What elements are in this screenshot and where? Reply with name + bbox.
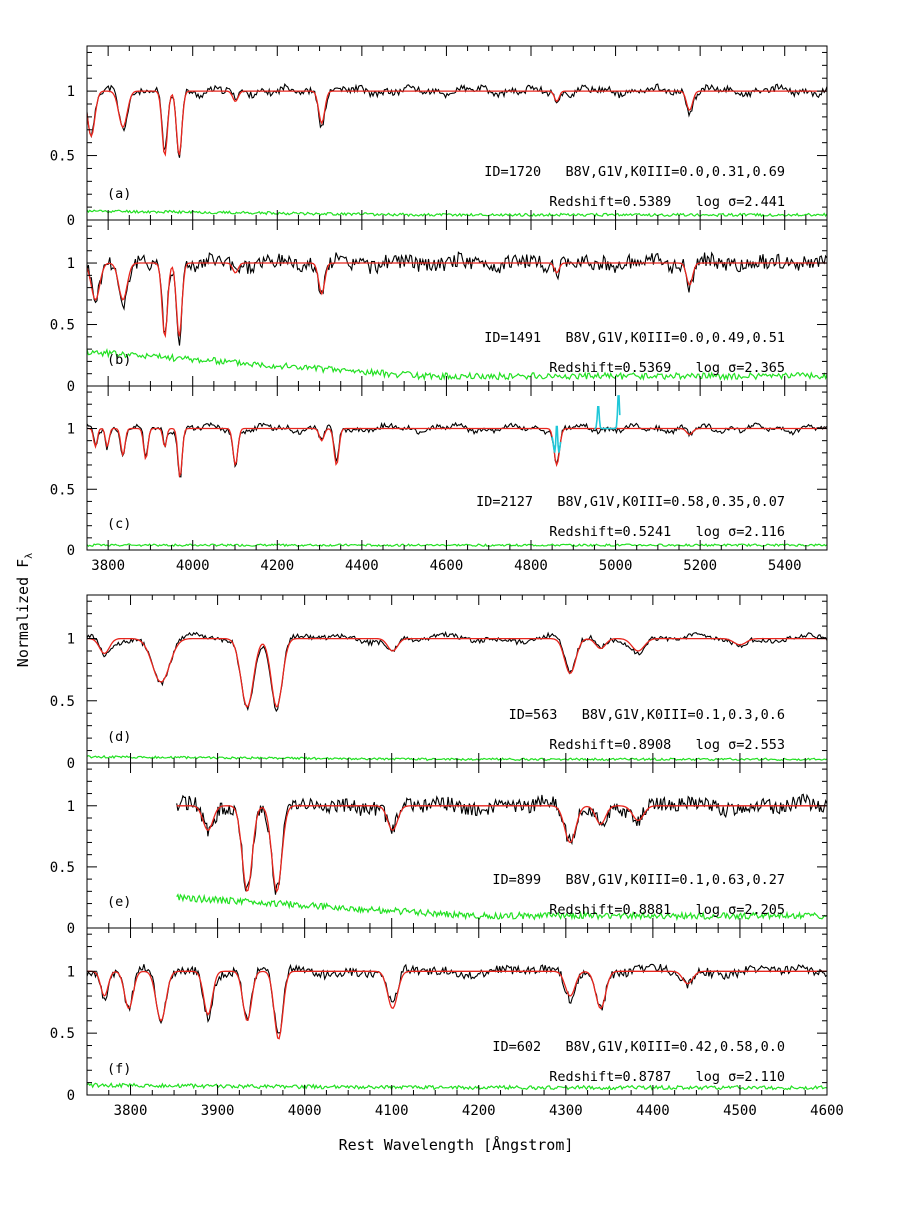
y-axis-title: Normalized Fλ <box>14 553 35 667</box>
model-spectrum-line <box>87 637 827 708</box>
plot-area <box>87 963 827 1091</box>
panel-letter: (d) <box>107 729 131 745</box>
panel-e: 0 0.5 1 (e) ID=899 B8V,G1V,K0III=0.1,0.63,0.… <box>50 762 828 937</box>
error-spectrum-line <box>176 893 827 922</box>
panel-id-text: ID=1491 B8V,G1V,K0III=0.0,0.49,0.51 <box>484 330 785 346</box>
x-tick-label: 4400 <box>345 558 379 574</box>
y-tick-label: 1 <box>67 422 75 438</box>
x-tick-label: 3800 <box>114 1103 148 1119</box>
y-tick-label: 1 <box>67 964 75 980</box>
panel-frame <box>86 385 828 551</box>
y-tick-label: 0 <box>67 921 75 937</box>
x-tick-label: 4800 <box>514 558 548 574</box>
x-tick-label: 4600 <box>810 1103 844 1119</box>
plot-area <box>87 82 827 218</box>
error-spectrum-line <box>87 347 827 382</box>
y-tick-label: 0.5 <box>50 694 75 710</box>
panel-redshift-text: Redshift=0.8908 log σ=2.553 <box>549 737 785 753</box>
y-axis-title-sub: λ <box>24 553 35 559</box>
panel-letter: (a) <box>107 186 131 202</box>
x-tick-label: 4000 <box>288 1103 322 1119</box>
y-tick-label: 0.5 <box>50 860 75 876</box>
masked-emission-line <box>551 425 562 453</box>
x-tick-label: 5200 <box>683 558 717 574</box>
model-spectrum-line <box>87 427 827 478</box>
observed-spectrum-line <box>87 421 827 478</box>
panel-letter: (c) <box>107 516 131 532</box>
panel-a: 0 0.5 1 (a) ID=1720 B8V,G1V,K0III=0.0,0.31,0… <box>50 45 828 229</box>
y-tick-label: 0 <box>67 543 75 559</box>
x-tick-label: 4600 <box>430 558 464 574</box>
panel-redshift-text: Redshift=0.5389 log σ=2.441 <box>549 194 785 210</box>
panel-redshift-text: Redshift=0.8787 log σ=2.110 <box>549 1069 785 1085</box>
panels: 0 0.5 1 (a) ID=1720 B8V,G1V,K0III=0.0,0.31,0… <box>50 45 844 1119</box>
y-tick-label: 0.5 <box>50 1026 75 1042</box>
x-tick-label: 5000 <box>599 558 633 574</box>
observed-spectrum-line <box>87 251 827 346</box>
panel-letter: (e) <box>107 894 131 910</box>
panel-d: 0 0.5 1 (d) ID=563 B8V,G1V,K0III=0.1,0.3,0.6… <box>50 594 828 772</box>
panel-b: 0 0.5 1 (b) ID=1491 B8V,G1V,K0III=0.0,0.49,0… <box>50 219 828 395</box>
error-spectrum-line <box>87 209 827 218</box>
error-spectrum-line <box>87 543 827 548</box>
y-tick-label: 0 <box>67 379 75 395</box>
panel-redshift-text: Redshift=0.5369 log σ=2.365 <box>549 360 785 376</box>
observed-spectrum-line <box>87 963 827 1034</box>
x-tick-label: 4200 <box>260 558 294 574</box>
y-tick-label: 1 <box>67 84 75 100</box>
x-tick-label: 4300 <box>549 1103 583 1119</box>
x-tick-label: 4500 <box>723 1103 757 1119</box>
x-tick-label: 3800 <box>91 558 125 574</box>
panel-id-text: ID=602 B8V,G1V,K0III=0.42,0.58,0.0 <box>492 1039 785 1055</box>
x-tick-label: 5400 <box>768 558 802 574</box>
y-tick-label: 1 <box>67 799 75 815</box>
x-axis-title: Rest Wavelength [Ångstrom] <box>339 1135 574 1154</box>
y-tick-label: 0 <box>67 213 75 229</box>
y-tick-label: 0.5 <box>50 149 75 165</box>
x-tick-label: 4100 <box>375 1103 409 1119</box>
panel-c: 0 0.5 1 3800 4000 4200 4400 4600 4800 5000 5200 540… <box>50 385 828 574</box>
panel-id-text: ID=563 B8V,G1V,K0III=0.1,0.3,0.6 <box>509 707 785 723</box>
plot-area <box>87 395 827 548</box>
masked-emission-line <box>594 395 621 430</box>
plot-area <box>87 251 827 382</box>
model-spectrum-line <box>87 90 827 157</box>
observed-spectrum-line <box>87 630 827 713</box>
panel-redshift-text: Redshift=0.5241 log σ=2.116 <box>549 524 785 540</box>
error-spectrum-line <box>87 1082 827 1091</box>
y-tick-label: 0 <box>67 756 75 772</box>
x-tick-label: 4000 <box>176 558 210 574</box>
x-tick-label: 4400 <box>636 1103 670 1119</box>
y-tick-label: 0 <box>67 1088 75 1104</box>
y-tick-label: 1 <box>67 256 75 272</box>
panel-id-text: ID=899 B8V,G1V,K0III=0.1,0.63,0.27 <box>492 872 785 888</box>
y-tick-label: 0.5 <box>50 482 75 498</box>
model-spectrum-line <box>176 805 827 893</box>
model-spectrum-line <box>87 970 827 1040</box>
panel-id-text: ID=1720 B8V,G1V,K0III=0.0,0.31,0.69 <box>484 164 785 180</box>
model-spectrum-line <box>87 262 827 339</box>
panel-redshift-text: Redshift=0.8881 log σ=2.205 <box>549 902 785 918</box>
panel-letter: (b) <box>107 352 131 368</box>
y-tick-label: 1 <box>67 632 75 648</box>
panel-f: 0 0.5 1 3800 3900 4000 4100 4200 4300 4400 4500 460… <box>50 927 844 1119</box>
y-tick-label: 0.5 <box>50 318 75 334</box>
plot-area <box>176 793 827 922</box>
panel-id-text: ID=2127 B8V,G1V,K0III=0.58,0.35,0.07 <box>476 494 785 510</box>
x-tick-label: 3900 <box>201 1103 235 1119</box>
observed-spectrum-line <box>87 82 827 158</box>
x-tick-label: 4200 <box>462 1103 496 1119</box>
panel-letter: (f) <box>107 1061 131 1077</box>
